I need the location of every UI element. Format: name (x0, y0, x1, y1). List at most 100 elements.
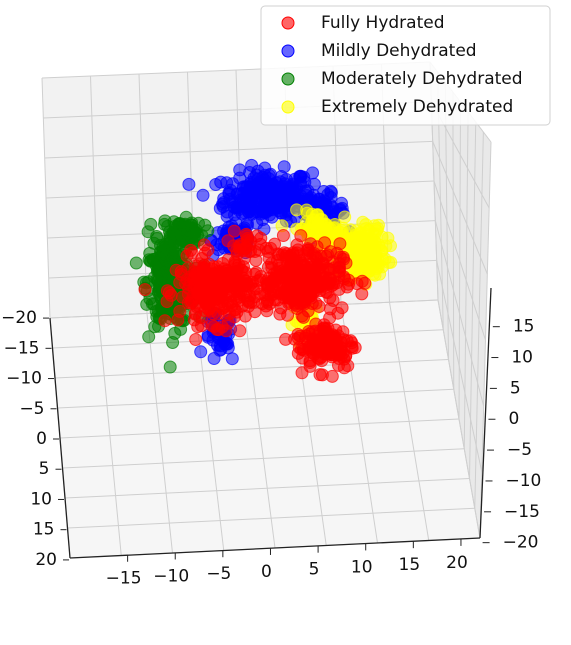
right-grid-line (436, 260, 483, 473)
data-point (182, 177, 196, 191)
data-point (158, 314, 172, 328)
data-point (218, 299, 232, 313)
data-point (309, 317, 323, 331)
legend-marker (281, 72, 295, 86)
data-point (232, 258, 246, 272)
data-point (351, 239, 364, 253)
data-point (209, 178, 223, 191)
data-point (225, 352, 239, 366)
data-point (144, 217, 158, 231)
floor-grid-line (67, 507, 475, 529)
bottom-axis-tick-label: 20 (446, 553, 468, 573)
data-point (306, 166, 320, 180)
data-point (254, 207, 268, 221)
data-point (274, 270, 288, 284)
data-point (303, 356, 317, 369)
floor-grid-line (64, 478, 470, 499)
data-point (227, 224, 241, 238)
data-point (310, 240, 324, 254)
data-point (297, 310, 310, 324)
data-point (356, 255, 370, 269)
data-point (321, 248, 335, 262)
data-point (189, 333, 203, 346)
legend-box (260, 5, 551, 126)
data-point (337, 352, 351, 366)
data-point (235, 299, 249, 313)
legend-label: Extremely Dehydrated (321, 97, 513, 117)
axis-lines (49, 287, 492, 559)
data-point (233, 324, 247, 338)
left-axis-tick-label: 15 (33, 520, 55, 540)
right-grid-line (433, 180, 486, 341)
legend-label: Moderately Dehydrated (321, 69, 523, 89)
data-point (247, 295, 261, 309)
data-point (151, 261, 165, 275)
data-point (196, 188, 210, 202)
data-point (288, 332, 302, 346)
data-point (285, 180, 299, 194)
data-point (381, 231, 395, 245)
right-axis-tick-label: 0 (508, 409, 519, 429)
right-axis-tick-label: −5 (507, 440, 532, 460)
data-point (219, 324, 233, 338)
data-point (184, 243, 198, 257)
data-point (301, 279, 315, 292)
left-axis-tick-label: 20 (35, 550, 57, 570)
data-point (194, 345, 208, 359)
data-point (220, 176, 234, 190)
legend-label: Mildly Dehydrated (321, 41, 477, 61)
data-point (260, 278, 274, 292)
right-axis-tick-label: −15 (504, 502, 540, 522)
data-point (191, 320, 205, 334)
data-point (185, 294, 199, 308)
data-point (160, 284, 174, 298)
data-point (281, 308, 295, 322)
bottom-axis-tick-label: 10 (351, 557, 373, 577)
data-point (362, 233, 375, 247)
data-point (213, 282, 227, 295)
data-point (173, 304, 187, 318)
bottom-axis-tick-label: −10 (153, 566, 189, 586)
data-point (371, 253, 385, 267)
data-point (187, 230, 201, 244)
bottom-axis-tick-label: −15 (106, 569, 142, 589)
data-point (290, 302, 304, 315)
right-grid-line (437, 299, 481, 539)
data-point (196, 261, 210, 275)
data-point (198, 295, 212, 309)
floor-pane (50, 300, 480, 558)
right-axis-line (479, 287, 492, 539)
data-point (277, 160, 291, 174)
left-axis-line (49, 317, 71, 559)
data-point (321, 333, 335, 347)
data-point (206, 271, 220, 285)
data-point (142, 330, 156, 344)
data-point (207, 352, 221, 365)
data-point (322, 272, 336, 286)
legend-marker (281, 100, 295, 114)
right-axis-tick-label: −20 (503, 533, 539, 553)
data-point (295, 366, 309, 380)
data-point (163, 360, 177, 374)
data-point (318, 219, 332, 233)
data-point (321, 188, 335, 202)
left-axis-tick-label: −10 (6, 369, 42, 389)
data-point (310, 335, 324, 349)
left-axis-tick-label: 0 (36, 429, 47, 449)
data-point (259, 241, 273, 255)
legend-label: Fully Hydrated (321, 13, 445, 33)
left-axis-tick-label: −15 (4, 338, 40, 358)
bottom-axis-tick-label: 0 (261, 562, 272, 582)
data-point (256, 170, 270, 184)
right-pane (430, 62, 491, 538)
legend-marker (281, 16, 295, 30)
data-point (370, 224, 384, 238)
data-point (244, 175, 258, 189)
data-point (233, 163, 247, 177)
right-grid-line (432, 141, 488, 275)
tick-labels: −20 −15 −10 −5 0 5 10 15 20 −15 −10 −5 0 5 10 15 20 −20 −1… (1, 308, 541, 589)
data-point (337, 333, 351, 347)
right-axis-tick-label: 5 (510, 378, 521, 398)
